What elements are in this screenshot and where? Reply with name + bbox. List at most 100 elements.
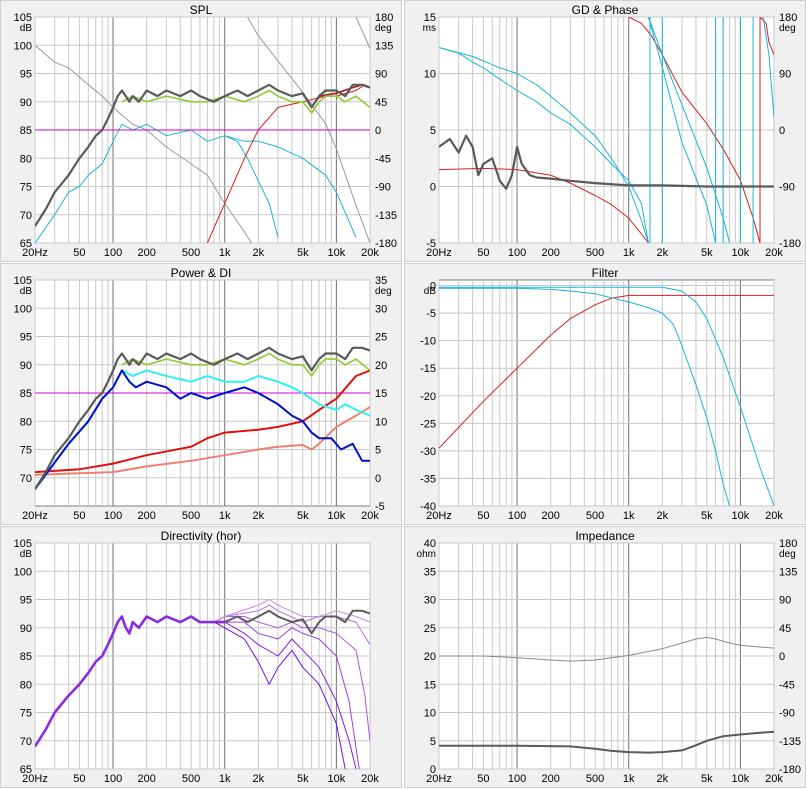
x-tick-label: 50: [73, 773, 85, 785]
series-line-5: [213, 599, 370, 623]
y2-tick-label: 5: [375, 445, 381, 457]
y-tick-label: 30: [424, 595, 436, 607]
series-line-5: [121, 352, 370, 377]
y2-tick-label: -180: [779, 764, 801, 776]
series-group: [35, 599, 370, 769]
x-tick-label: 1k: [623, 773, 635, 785]
y2-tick-label: 90: [375, 69, 387, 81]
series-line-0: [439, 167, 649, 243]
y-tick-label: -5: [426, 238, 436, 250]
series-group: [439, 17, 774, 243]
x-tick-label: 20k: [765, 247, 783, 259]
power-di-chart: 20Hz 50 100 200 500 1k 2k 5k 10k 20k7075808590951…: [14, 275, 392, 522]
grid: [34, 542, 371, 770]
y2-tick-label: 0: [779, 651, 785, 663]
series-line-1: [439, 730, 774, 754]
spl-panel: SPL 20Hz 50 100 200 500 1k 2k 5k 10k 20k 65 70 75 80 8…: [0, 0, 402, 262]
y-unit-label: dB: [424, 286, 437, 297]
y-tick-label: 80: [20, 679, 32, 691]
y-tick-label: 95: [20, 69, 32, 81]
series-group: [35, 346, 370, 490]
series-line-0: [439, 294, 774, 449]
series-line-1: [439, 287, 731, 506]
x-tick-label: 50: [477, 510, 489, 522]
y-tick-label: 70: [20, 210, 32, 222]
y2-tick-label: 180: [779, 12, 797, 24]
x-tick-label: 20k: [765, 510, 783, 522]
x-tick-label: 50: [73, 247, 85, 259]
x-tick-label: 100: [104, 247, 122, 259]
y-tick-label: 85: [20, 388, 32, 400]
x-tick-label: 1k: [219, 773, 231, 785]
y-tick-label: 75: [20, 182, 32, 194]
x-tick-label: 5k: [297, 247, 309, 259]
x-tick-label: 20Hz: [426, 773, 452, 785]
x-tick-label: 5k: [701, 247, 713, 259]
y2-tick-label: 45: [779, 623, 791, 635]
x-tick-label: 200: [541, 773, 559, 785]
x-tick-label: 20Hz: [22, 510, 48, 522]
x-tick-label: 10k: [732, 247, 750, 259]
x-tick-label: 50: [477, 773, 489, 785]
y2-tick-label: 180: [779, 538, 797, 550]
x-tick-label: 5k: [701, 773, 713, 785]
gd-phase-title: GD & Phase: [571, 3, 639, 17]
series-line-2: [213, 621, 360, 769]
y2-tick-label: 0: [779, 125, 785, 137]
x-tick-label: 20k: [361, 247, 379, 259]
x-tick-label: 500: [586, 247, 604, 259]
series-line-6: [647, 17, 717, 243]
series-line-9: [35, 83, 370, 227]
y-tick-label: 90: [20, 623, 32, 635]
y-tick-label: 90: [20, 97, 32, 109]
y-tick-label: 25: [424, 623, 436, 635]
x-tick-label: 20k: [361, 510, 379, 522]
y-tick-label: 5: [430, 736, 436, 748]
y2-tick-label: 45: [375, 97, 387, 109]
power-di-panel: Power & DI 20Hz 50 100 200 500 1k 2k 5k 10k 20k 70…: [0, 263, 402, 525]
y-unit-label: ohm: [417, 549, 436, 560]
tick-labels: 20Hz 50 100 200 500 1k 2k 5k 10k 20k 0 -5 -10 -15 -20 -…: [420, 281, 783, 522]
y-tick-label: -5: [426, 308, 436, 320]
y-tick-label: 100: [14, 566, 32, 578]
x-tick-label: 200: [137, 773, 155, 785]
y2-tick-label: 20: [375, 360, 387, 372]
x-tick-label: 20k: [361, 773, 379, 785]
y-tick-label: -10: [420, 336, 436, 348]
y-tick-label: 15: [424, 679, 436, 691]
y-tick-label: 95: [20, 595, 32, 607]
y2-tick-label: 0: [375, 125, 381, 137]
y2-tick-label: -90: [375, 182, 391, 194]
x-tick-label: 5k: [297, 773, 309, 785]
y2-tick-label: 0: [375, 473, 381, 485]
y-tick-label: -15: [420, 363, 436, 375]
series-line-8: [121, 89, 370, 114]
series-line-3: [213, 616, 370, 741]
series-line-6: [35, 346, 370, 490]
y2-tick-label: 15: [375, 388, 387, 400]
y2-tick-label: 30: [375, 303, 387, 315]
y-tick-label: 0: [430, 281, 436, 293]
y2-tick-label: -45: [375, 153, 391, 165]
y-unit-label: ms: [423, 23, 436, 34]
x-tick-label: 500: [182, 510, 200, 522]
y-tick-label: 0: [430, 764, 436, 776]
x-tick-label: 200: [137, 510, 155, 522]
y2-unit-label: deg: [375, 286, 392, 297]
x-tick-label: 10k: [328, 510, 346, 522]
y2-tick-label: -135: [375, 210, 397, 222]
series-line-1: [628, 17, 761, 243]
x-tick-label: 20Hz: [426, 247, 452, 259]
x-tick-label: 2k: [253, 510, 265, 522]
series-line-3: [439, 47, 649, 243]
x-tick-label: 100: [508, 247, 526, 259]
y2-tick-label: -5: [375, 501, 385, 513]
y2-tick-label: 90: [779, 69, 791, 81]
tick-labels: 20Hz 50 100 200 500 1k 2k 5k 10k 20k 65 70 75 80 85 90 9…: [14, 12, 397, 259]
y2-unit-label: deg: [779, 549, 796, 560]
directivity-chart: 20Hz 50 100 200 500 1k 2k 5k 10k 20k 65 70 75 80 85 90 9…: [14, 538, 380, 785]
y2-unit-label: deg: [779, 23, 796, 34]
y-tick-label: 10: [424, 708, 436, 720]
series-group: [439, 636, 774, 754]
